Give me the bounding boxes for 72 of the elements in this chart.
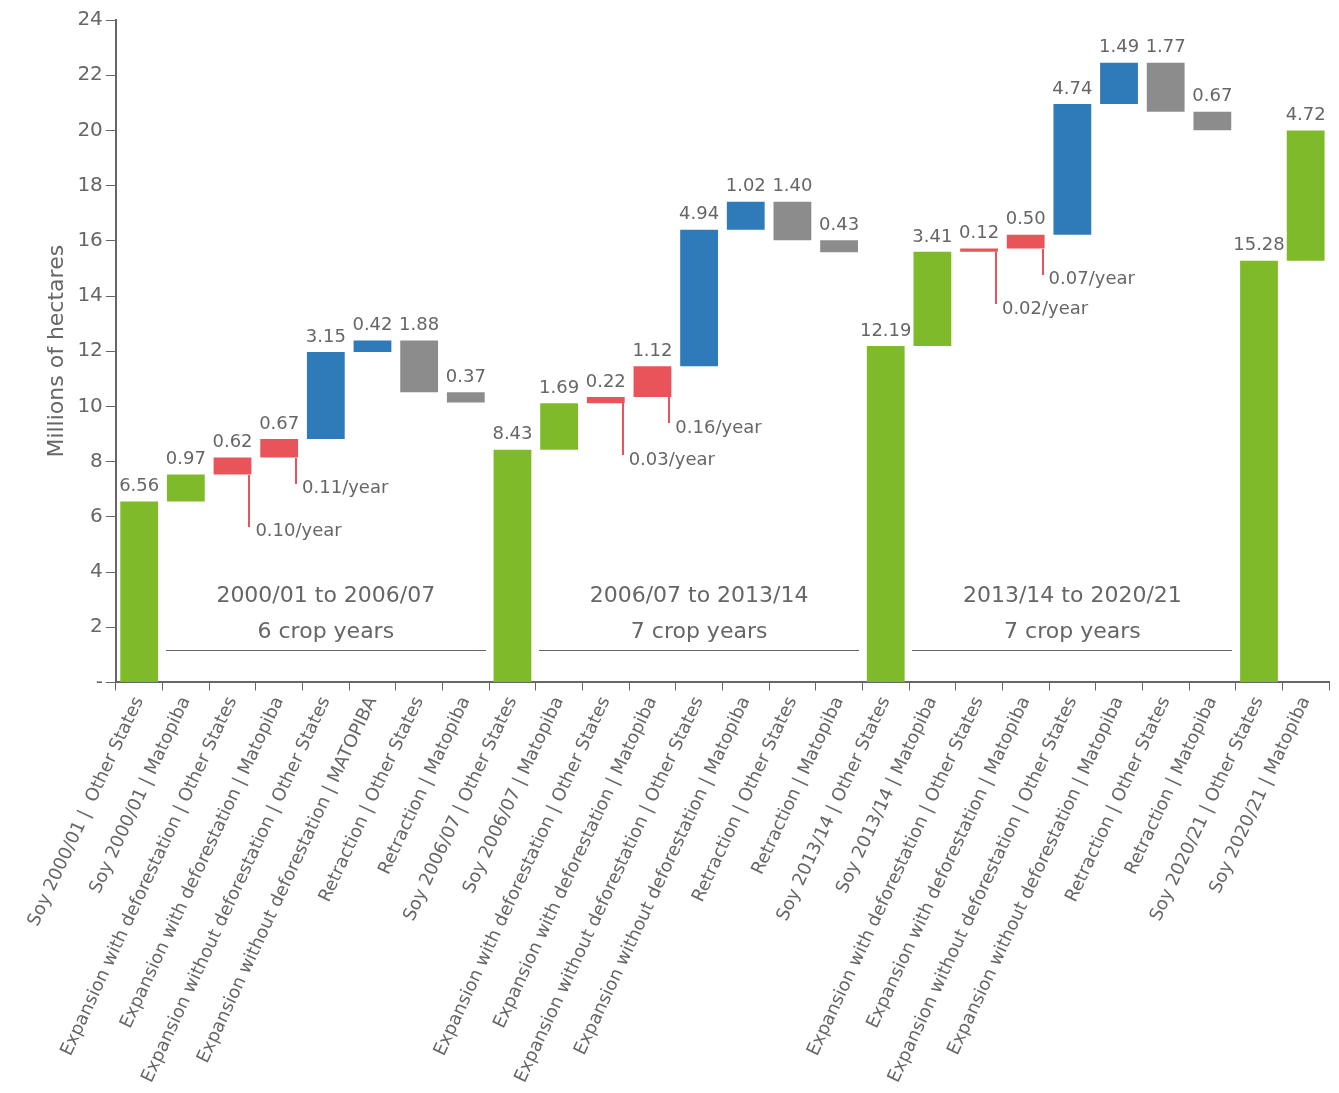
y-tick-label: 8 [90,447,103,472]
y-tick-label: 4 [90,558,103,583]
bar [446,392,485,403]
annotation: 0.03/year [628,447,716,469]
annotation: 2006/07 to 2013/14 [589,582,809,608]
annotation: 0.10/year [255,519,343,541]
bar [493,449,532,682]
bar [773,201,812,241]
data-label: 0.43 [819,212,860,234]
y-tick-label: 10 [77,392,103,417]
annotation: 2013/14 to 2020/21 [962,582,1182,608]
annotation: 0.11/year [302,476,389,498]
data-label: 1.88 [399,313,440,335]
y-tick-label: 20 [77,116,103,141]
bar [120,501,159,682]
bar [1240,260,1278,682]
data-label: 6.56 [119,474,160,496]
data-label: 3.41 [912,224,953,246]
data-label: 4.72 [1285,103,1326,125]
data-label: 15.28 [1233,233,1285,255]
annotation: 7 crop years [630,618,768,644]
annotation: 0.07/year [1048,267,1136,289]
bar [726,201,765,230]
data-label: 4.74 [1052,76,1093,98]
data-label: 1.40 [772,174,813,196]
data-label: 1.49 [1098,35,1140,57]
y-tick-label: 12 [77,337,103,362]
bar [913,251,952,346]
data-label: 0.42 [352,313,393,335]
bar [166,474,205,502]
data-label: 0.67 [1192,84,1233,106]
data-label: 0.97 [165,447,206,469]
bar [1193,111,1232,131]
annotation: 0.02/year [1001,296,1089,318]
y-axis-title: Millions of hectares [42,244,68,458]
bar [680,229,718,367]
y-tick-label: 16 [77,227,103,252]
bar [866,345,905,682]
y-tick-label: 6 [90,503,103,528]
data-label: 0.67 [259,411,300,433]
data-label: 0.50 [1005,207,1046,229]
bar [353,340,392,353]
y-tick-label: 2 [90,613,103,638]
annotation: 7 crop years [1004,618,1141,644]
data-label: 3.15 [305,324,346,346]
data-label: 1.02 [725,174,766,196]
data-label: 0.22 [585,369,626,391]
y-tick-label: - [95,668,103,693]
annotation: 6 crop years [257,618,395,644]
bar [1286,130,1325,261]
data-label: 1.69 [539,375,580,397]
data-label: 0.62 [212,430,253,452]
y-tick-label: 14 [77,282,103,307]
data-label: 4.94 [679,202,720,224]
bar [820,240,858,253]
y-tick-label: 18 [77,171,103,196]
y-tick-label: 22 [77,61,103,86]
data-label: 12.19 [859,318,912,340]
bar [306,352,345,440]
data-label: 1.12 [632,338,673,360]
bar [1100,62,1138,104]
bar [1146,62,1185,112]
data-label: 0.12 [959,221,1000,243]
bar [1053,103,1092,235]
data-label: 8.43 [492,422,533,444]
annotation: 2000/01 to 2006/07 [216,582,436,608]
bar [400,340,439,393]
annotation: 0.16/year [675,415,763,437]
y-tick-label: 24 [77,6,103,31]
data-label: 1.77 [1145,35,1186,57]
data-label: 0.37 [445,365,486,387]
bar [540,403,579,450]
